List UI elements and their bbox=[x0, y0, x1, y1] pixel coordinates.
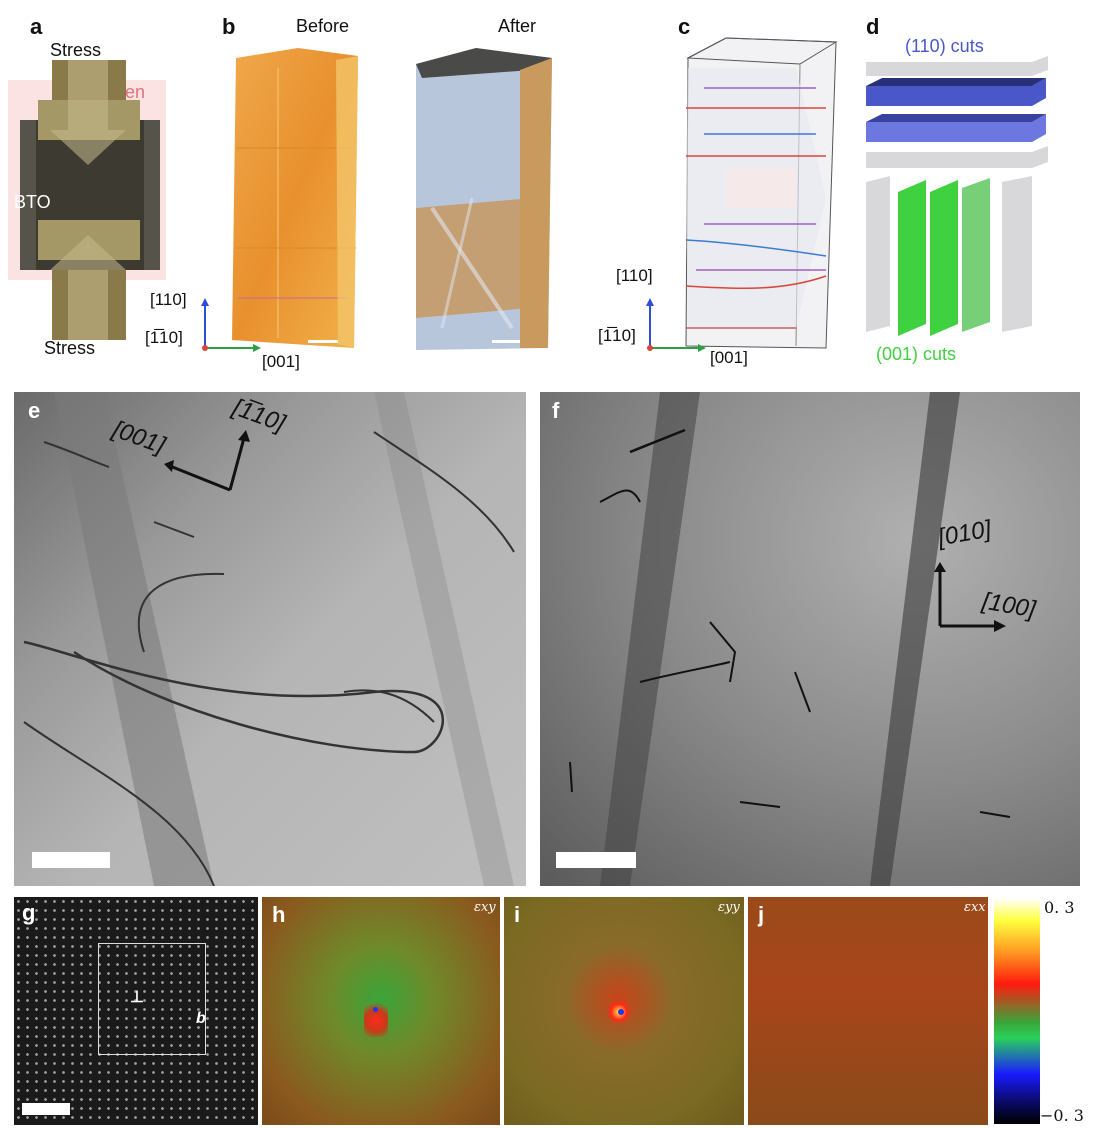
strain-map-h bbox=[262, 897, 500, 1125]
stress-bottom-label: Stress bbox=[44, 338, 96, 358]
strain-label-yy: εyy bbox=[718, 900, 740, 915]
axis-label-110-c: [110] bbox=[616, 266, 653, 285]
scale-bar-g bbox=[22, 1103, 70, 1115]
axis-label-110-b: [110] bbox=[150, 290, 187, 309]
colorbar-min-label: −0. 3 bbox=[1040, 1106, 1084, 1125]
panel-label-d: d bbox=[866, 14, 880, 39]
axis-label-m110-b: [1̅10] bbox=[145, 328, 183, 347]
before-crystal-image bbox=[232, 48, 358, 348]
roi-box bbox=[98, 943, 206, 1055]
panel-label-e: e bbox=[28, 398, 41, 423]
strain-map-j bbox=[748, 897, 988, 1125]
panel-label-f: f bbox=[552, 398, 560, 423]
direction-axes-f bbox=[934, 562, 1006, 632]
panel-label-j: j bbox=[758, 902, 765, 927]
axis-label-m110-c: [1̅10] bbox=[598, 326, 636, 345]
cuts-110-label: (110) cuts bbox=[905, 36, 984, 56]
burgers-vector-label: b bbox=[196, 1010, 206, 1027]
panel-label-i: i bbox=[514, 902, 521, 927]
direction-axes-e bbox=[164, 430, 250, 492]
cuts-schematic bbox=[866, 56, 1048, 336]
scale-bar-f bbox=[556, 852, 636, 868]
panel-label-c: c bbox=[678, 14, 691, 39]
sample-label: BTO bbox=[14, 192, 51, 212]
hrtem-image-g: ⊥ bbox=[14, 897, 258, 1125]
cuts-001-label: (001) cuts bbox=[876, 344, 957, 364]
dislocation-schematic bbox=[685, 37, 838, 349]
axis-label-001-c: [001] bbox=[710, 348, 748, 367]
strain-label-xx: εxx bbox=[964, 900, 986, 915]
stress-press-diagram bbox=[20, 60, 160, 340]
tem-image-f bbox=[540, 392, 1080, 886]
before-label: Before bbox=[296, 16, 350, 36]
axis-label-001-b: [001] bbox=[262, 352, 300, 371]
strain-colorbar bbox=[994, 898, 1040, 1124]
strain-map-i bbox=[504, 897, 744, 1125]
tem-image-e bbox=[14, 392, 526, 886]
after-crystal-image bbox=[416, 48, 552, 350]
axes-icon-b bbox=[201, 298, 261, 352]
scale-bar-e bbox=[32, 852, 110, 868]
stress-top-label: Stress bbox=[50, 40, 102, 60]
panel-label-a: a bbox=[30, 14, 43, 39]
panel-label-b: b bbox=[222, 14, 236, 39]
axes-icon-c bbox=[646, 298, 706, 352]
colorbar-max-label: 0. 3 bbox=[1044, 898, 1075, 917]
panel-label-h: h bbox=[272, 902, 286, 927]
panel-label-g: g bbox=[22, 900, 36, 925]
dislocation-symbol: ⊥ bbox=[130, 989, 144, 1006]
after-label: After bbox=[498, 16, 537, 36]
strain-label-xy: εxy bbox=[474, 900, 496, 915]
